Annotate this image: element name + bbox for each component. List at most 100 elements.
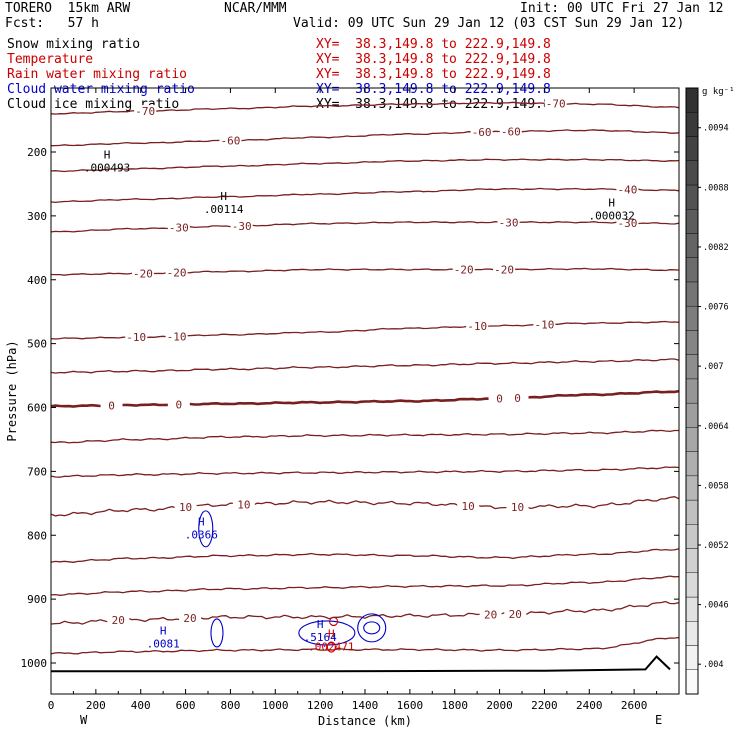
field-xy-cloud-ice: XY= 38.3,149.8 to 222.9,149.8	[316, 97, 551, 112]
maximum-value: .000032	[589, 209, 635, 222]
maximum-marker: H	[160, 624, 167, 637]
field-xy-temperature: XY= 38.3,149.8 to 222.9,149.8	[316, 52, 551, 67]
isotherm-label: 10	[179, 501, 192, 514]
colorbar-cell	[685, 233, 699, 258]
colorbar-cell	[685, 136, 699, 161]
x-tick-label: 1400	[352, 699, 379, 712]
isotherm-label-bg	[230, 219, 253, 231]
isotherm-label: 10	[237, 498, 250, 511]
colorbar-tick-label: .0052	[703, 541, 729, 551]
colorbar-tick-label: .0094	[703, 124, 729, 134]
field-label-rain: Rain water mixing ratio	[7, 67, 188, 82]
isotherm-label-bg	[616, 216, 639, 228]
isotherm--10	[50, 320, 680, 340]
isotherm-line	[50, 466, 680, 478]
mixing-ratio-contour	[357, 613, 387, 643]
x-tick-label: 400	[131, 699, 151, 712]
isotherm-label: -60	[472, 126, 492, 139]
isotherm-label: 20	[183, 612, 196, 625]
isotherm-label: -30	[617, 217, 637, 230]
colorbar-tick-label: .0088	[703, 183, 729, 193]
field-label-temperature: Temperature	[7, 52, 94, 67]
isotherm-label: -30	[232, 220, 252, 233]
maximum-value: .002471	[308, 640, 354, 653]
init-time: Init: 00 UTC Fri 27 Jan 12	[520, 1, 724, 16]
isotherm-label-bg	[167, 221, 190, 233]
isotherm-label: 10	[462, 500, 475, 513]
colorbar-cell	[685, 427, 699, 452]
colorbar-cell	[685, 669, 699, 695]
isotherm-label-bg	[506, 392, 529, 404]
colorbar-cell	[685, 160, 699, 186]
isotherm-label-bg	[479, 608, 502, 620]
field-label-cloud-ice: Cloud ice mixing ratio	[7, 97, 180, 112]
colorbar-tick-label: .0046	[703, 601, 729, 611]
isotherm-label: -40	[617, 184, 637, 197]
x-tick-label: 2200	[531, 699, 558, 712]
colorbar-cell	[685, 572, 699, 598]
colorbar-cell	[685, 281, 699, 307]
isotherm-label: -10	[534, 318, 554, 331]
isotherm-label: -10	[467, 320, 487, 333]
x-tick-label: 600	[176, 699, 196, 712]
mixing-ratio-contour	[329, 616, 339, 627]
isotherm-label-bg	[167, 398, 190, 410]
isotherm-label-bg	[457, 500, 480, 512]
colorbar-cell	[685, 645, 699, 670]
isotherm-label-bg	[488, 392, 511, 404]
field-xy-cloud-water: XY= 38.3,149.8 to 222.9,149.8	[316, 82, 551, 97]
isotherm-label: 0	[496, 393, 503, 406]
colorbar-unit: g kg⁻¹	[702, 87, 735, 97]
colorbar-tick-label: .004	[703, 660, 723, 670]
colorbar-cell	[685, 87, 699, 113]
isotherm-label: -20	[133, 267, 153, 280]
isotherm-label: -20	[167, 267, 187, 280]
y-tick-label: 400	[27, 274, 47, 287]
isotherm-label-bg	[179, 612, 202, 624]
y-tick-label: 600	[27, 402, 47, 415]
colorbar-cell	[685, 475, 699, 501]
isotherm-label-bg	[174, 501, 197, 513]
isotherm--30	[50, 221, 680, 233]
isotherm--50	[50, 158, 680, 173]
mixing-ratio-contour	[363, 621, 381, 635]
isotherm-label: 20	[484, 608, 497, 621]
field-label-cloud-water: Cloud water mixing ratio	[7, 82, 195, 97]
isotherm-0	[50, 389, 680, 408]
isotherm-label: -30	[169, 222, 189, 235]
isotherm-label: -60	[220, 135, 240, 148]
isotherm-label: -20	[494, 264, 514, 277]
colorbar-cell	[685, 451, 699, 477]
colorbar-cell	[685, 548, 699, 573]
field-xy-rain: XY= 38.3,149.8 to 222.9,149.8	[316, 67, 551, 82]
valid-time: Valid: 09 UTC Sun 29 Jan 12 (03 CST Sun …	[293, 16, 685, 31]
colorbar-cell	[685, 112, 699, 137]
isotherm-label-bg	[504, 608, 527, 620]
x-tick-label: 2400	[576, 699, 603, 712]
isotherm-label-bg	[470, 125, 493, 137]
maximum-marker: H	[608, 196, 615, 209]
maximum-marker: H	[198, 516, 205, 529]
x-tick-label: 2000	[486, 699, 513, 712]
colorbar-cell	[685, 402, 699, 428]
isotherm-label-bg	[125, 331, 148, 343]
isotherm-label-bg	[131, 267, 154, 279]
maximum-value: .0081	[147, 637, 180, 650]
model-title: TORERO 15km ARW	[5, 1, 131, 16]
maximum-value: .5164	[304, 631, 337, 644]
colorbar-tick-label: .0076	[703, 303, 729, 313]
y-tick-label: 800	[27, 529, 47, 542]
isotherm-label-bg	[506, 501, 529, 513]
y-tick-label: 1000	[21, 657, 48, 670]
isotherm-label-bg	[466, 320, 489, 332]
colorbar-cell	[685, 354, 699, 380]
maximum-marker: H	[220, 190, 227, 203]
isotherm-label-bg	[497, 216, 520, 228]
isotherm-label: -30	[499, 216, 519, 229]
x-tick-label: 800	[220, 699, 240, 712]
colorbar-cell	[685, 596, 699, 622]
colorbar-tick-label: .0058	[703, 481, 729, 491]
x-tick-label: 1200	[307, 699, 334, 712]
isotherm-label: 0	[514, 392, 521, 405]
